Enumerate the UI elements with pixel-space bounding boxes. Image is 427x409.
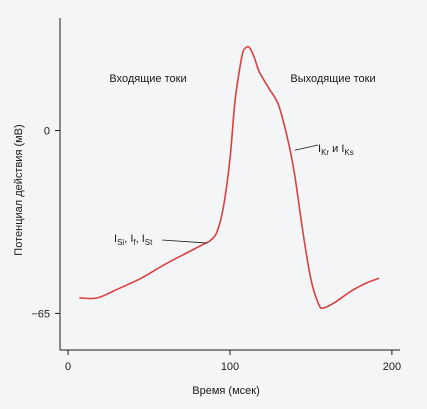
incoming-currents-leader bbox=[161, 239, 208, 244]
x-tick-label: 100 bbox=[221, 361, 239, 373]
y-tick-label: −65 bbox=[31, 308, 50, 320]
outgoing-currents-formula: IKr и IKs bbox=[318, 143, 354, 157]
y-axis-title: Потенциал действия (мВ) bbox=[13, 124, 25, 255]
y-ticks: 0 −65 bbox=[31, 126, 60, 320]
y-tick-label: 0 bbox=[44, 126, 50, 138]
incoming-currents-formula: ISi, If, ISt bbox=[114, 233, 153, 247]
x-tick-label: 200 bbox=[383, 361, 401, 373]
x-tick-label: 0 bbox=[65, 361, 71, 373]
outgoing-currents-label: Выходящие токи bbox=[290, 73, 375, 85]
incoming-currents-label: Входящие токи bbox=[109, 73, 186, 85]
action-potential-curve bbox=[79, 45, 380, 310]
x-axis-title: Время (мсек) bbox=[192, 385, 259, 397]
x-ticks: 0 100 200 bbox=[65, 350, 401, 373]
outgoing-currents-leader bbox=[294, 144, 319, 151]
